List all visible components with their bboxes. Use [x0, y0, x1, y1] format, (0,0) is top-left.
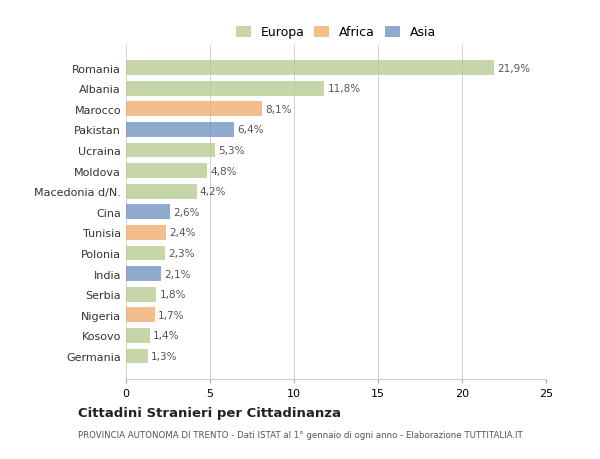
Text: 11,8%: 11,8% [328, 84, 361, 94]
Text: 4,2%: 4,2% [200, 187, 226, 197]
Text: 5,3%: 5,3% [218, 146, 245, 156]
Bar [126, 102, 262, 117]
Bar [126, 185, 197, 199]
Text: 2,3%: 2,3% [168, 248, 194, 258]
Bar [126, 205, 170, 220]
Bar [126, 308, 155, 322]
Text: 8,1%: 8,1% [265, 105, 292, 114]
Text: 4,8%: 4,8% [210, 166, 236, 176]
Bar [126, 164, 206, 179]
Bar [126, 61, 494, 76]
Text: 1,4%: 1,4% [153, 330, 179, 341]
Bar [126, 82, 324, 96]
Text: 1,7%: 1,7% [158, 310, 184, 320]
Bar [126, 349, 148, 364]
Bar [126, 123, 233, 138]
Text: 2,4%: 2,4% [170, 228, 196, 238]
Legend: Europa, Africa, Asia: Europa, Africa, Asia [233, 24, 439, 42]
Bar [126, 246, 164, 261]
Bar [126, 267, 161, 281]
Text: 2,6%: 2,6% [173, 207, 200, 217]
Bar [126, 287, 156, 302]
Text: Cittadini Stranieri per Cittadinanza: Cittadini Stranieri per Cittadinanza [78, 406, 341, 419]
Bar [126, 143, 215, 158]
Text: 2,1%: 2,1% [164, 269, 191, 279]
Text: 1,3%: 1,3% [151, 351, 178, 361]
Text: 1,8%: 1,8% [160, 290, 186, 299]
Bar [126, 328, 149, 343]
Text: 21,9%: 21,9% [497, 63, 530, 73]
Text: 6,4%: 6,4% [237, 125, 263, 135]
Text: PROVINCIA AUTONOMA DI TRENTO - Dati ISTAT al 1° gennaio di ogni anno - Elaborazi: PROVINCIA AUTONOMA DI TRENTO - Dati ISTA… [78, 431, 523, 440]
Bar [126, 225, 166, 240]
